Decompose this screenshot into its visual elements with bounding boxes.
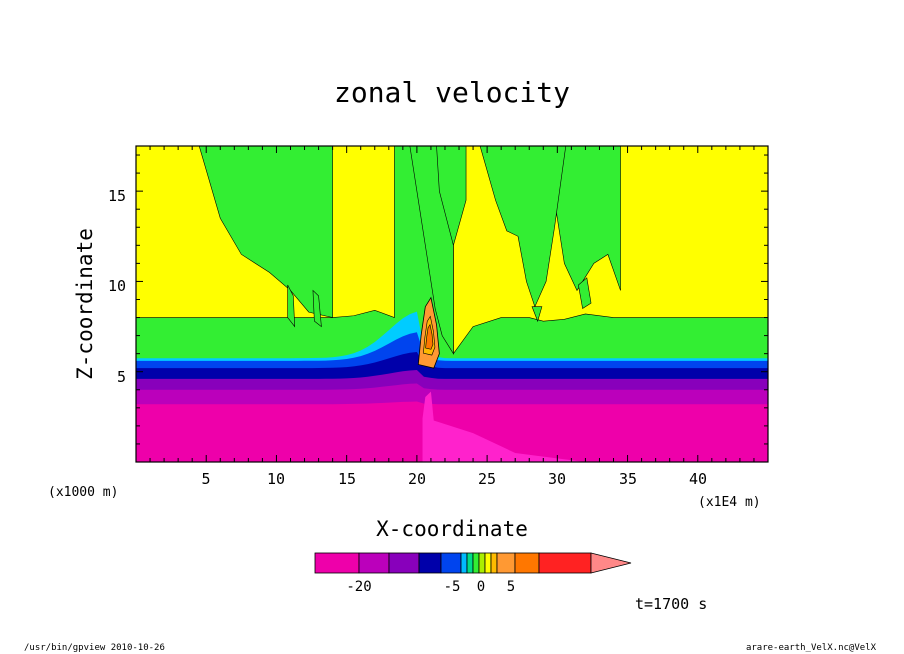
x-tick-label: 15: [338, 470, 356, 488]
x-tick-label: 10: [267, 470, 285, 488]
surface-jet: [422, 391, 586, 462]
colorbar-tick-label: 5: [507, 579, 515, 595]
colorbar-swatch: [388, 552, 420, 574]
colorbar-swatch: [484, 552, 492, 574]
x-tick-label: 25: [478, 470, 496, 488]
x-unit-left: (x1000 m): [48, 485, 118, 500]
y-tick-label: 15: [108, 187, 126, 205]
frame-ticks: [136, 146, 768, 462]
green-plume: [287, 284, 296, 328]
contour-field: [135, 145, 769, 462]
colorbar-swatch: [478, 552, 486, 574]
x-tick-label: 35: [619, 470, 637, 488]
footer-left: /usr/bin/gpview 2010-10-26: [24, 643, 165, 653]
x-unit-right: (x1E4 m): [698, 495, 761, 510]
green-plume: [578, 277, 592, 310]
colorbar-swatch: [440, 552, 462, 574]
x-tick-labels: 5 10 15 20 25 30 35 40: [201, 470, 707, 488]
x-tick-label: 20: [408, 470, 426, 488]
colorbar-swatch: [460, 552, 468, 574]
colorbar-overflow-triangle: [590, 552, 632, 574]
green-plume: [531, 306, 543, 323]
time-label: t=1700 s: [635, 595, 707, 613]
x-tick-label: 40: [689, 470, 707, 488]
y-axis-label: Z-coordinate: [73, 228, 97, 380]
colorbar-swatch: [538, 552, 592, 574]
colorbar-swatch: [466, 552, 474, 574]
x-tick-label: 5: [201, 470, 210, 488]
y-tick-labels: 5 10 15: [108, 187, 126, 386]
colorbar-swatch: [358, 552, 390, 574]
colorbar-swatch: [472, 552, 480, 574]
colorbar-tick-label: -20: [346, 579, 371, 595]
colorbar-swatch: [514, 552, 540, 574]
colorbar-tick-labels: -20 -5 0 5: [346, 579, 515, 595]
x-axis-label: X-coordinate: [376, 517, 528, 541]
colorbar: [314, 552, 632, 574]
chart-title: zonal velocity: [334, 76, 570, 109]
colorbar-swatch: [418, 552, 442, 574]
footer-right: arare-earth_VelX.nc@VelX: [746, 643, 877, 653]
colorbar-swatch: [496, 552, 516, 574]
plot-frame: [135, 145, 769, 463]
green-plume: [312, 289, 322, 328]
y-tick-label: 5: [117, 368, 126, 386]
colorbar-tick-label: 0: [477, 579, 485, 595]
green-plume: [479, 145, 567, 308]
y-tick-label: 10: [108, 277, 126, 295]
jet-contour: [425, 323, 434, 350]
green-plume: [409, 145, 454, 355]
colorbar-swatch: [490, 552, 498, 574]
colorbar-tick-label: -5: [444, 579, 461, 595]
x-tick-label: 30: [548, 470, 566, 488]
colorbar-swatch: [314, 552, 360, 574]
